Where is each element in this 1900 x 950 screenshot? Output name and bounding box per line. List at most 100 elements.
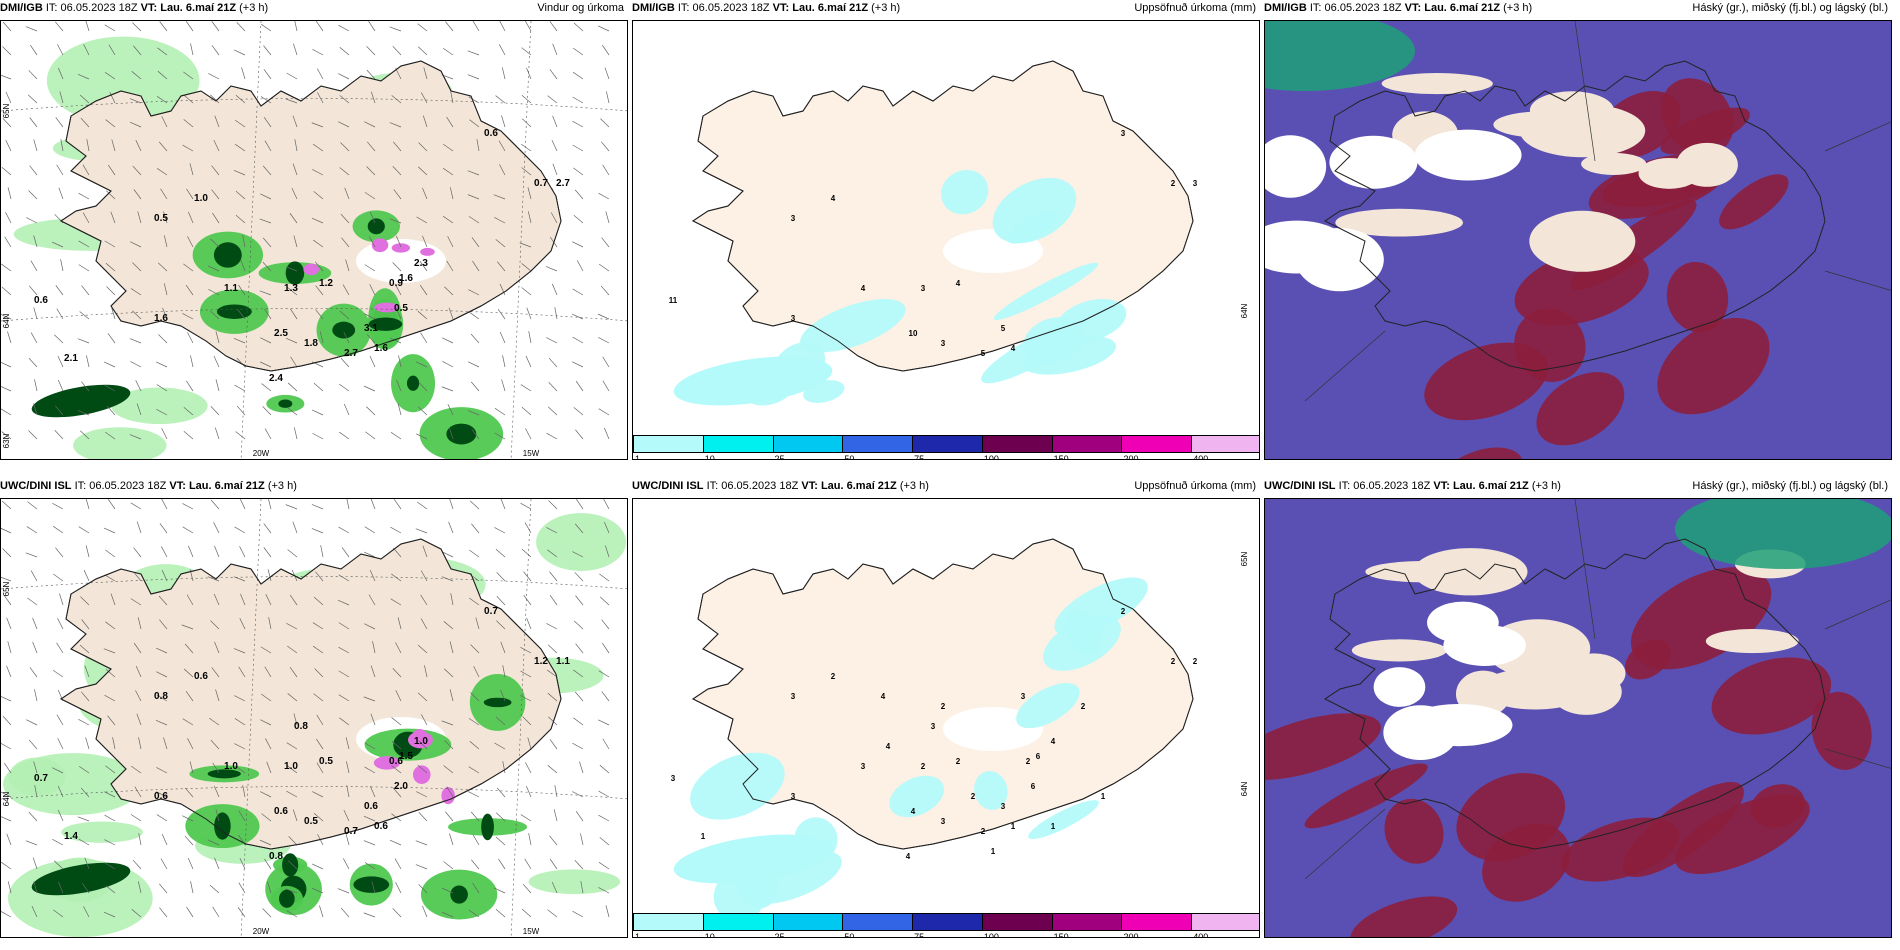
low-cloud-area (1350, 896, 1458, 937)
colorbar-tick: 10 (704, 932, 715, 938)
panel-wind-0: DMI/IGB IT: 06.05.2023 18Z VT: Lau. 6.ma… (0, 0, 628, 460)
value-label: 1.2 (534, 656, 548, 667)
value-label: 4 (1011, 344, 1016, 353)
low-cloud-area (1751, 784, 1805, 828)
value-label: 2.7 (344, 348, 358, 359)
grid-label: 15W (523, 449, 540, 458)
colorbar-tick: 10 (704, 454, 715, 460)
value-label: 1.6 (154, 313, 168, 324)
colorbar-tick: 200 (1123, 932, 1139, 938)
low-cloud-area (1719, 174, 1789, 230)
value-label: 3 (671, 774, 676, 783)
value-label: 2 (941, 702, 946, 711)
model-name: UWC/DINI ISL (1264, 480, 1336, 492)
lead-time: (+3 h) (239, 2, 269, 14)
low-cloud-area (1660, 107, 1750, 155)
value-label: 1.0 (224, 761, 238, 772)
colorbar-tick: 1 (635, 932, 641, 938)
grid-label: 64N (1240, 303, 1249, 318)
init-time: 06.05.2023 18Z (721, 480, 799, 492)
value-label: 2 (1171, 657, 1176, 666)
it-label: IT: (677, 2, 690, 14)
value-label: 1.2 (319, 278, 333, 289)
value-label: 2 (971, 792, 976, 801)
vt-label: VT: (801, 480, 818, 492)
value-label: 2.4 (269, 373, 283, 384)
value-label: 1.1 (224, 283, 238, 294)
grid-label: 64N (2, 791, 11, 806)
colorbar-tick: 75 (914, 454, 925, 460)
value-label: 1.4 (64, 831, 78, 842)
value-label: 3 (791, 314, 796, 323)
value-label: 2 (831, 672, 836, 681)
map-svg: 3 2 3 4 3 4 11 3 4 3 5 10 3 5 4 64N (633, 21, 1259, 459)
colorbar-tick: 150 (1053, 454, 1069, 460)
map-area: 0.6 0.7 2.7 1.0 0.5 1.1 0.6 1.3 1.2 1.6 3.1 2.5 1.8 2… (0, 20, 628, 460)
colorbar-tick: 400 (1193, 932, 1209, 938)
value-label: 1 (1011, 822, 1016, 831)
valid-time: Lau. 6.maí 21Z (1452, 480, 1529, 492)
colorbar-cell (772, 913, 844, 931)
value-label: 3 (1021, 692, 1026, 701)
value-label: 1 (701, 832, 706, 841)
value-label: 0.5 (304, 816, 318, 827)
value-label: 0.7 (344, 826, 358, 837)
map-svg: 0.6 0.7 2.7 1.0 0.5 1.1 0.6 1.3 1.2 1.6 3.1 2.5 1.8 2… (1, 21, 627, 459)
vt-label: VT: (772, 2, 790, 14)
value-label: 2 (1193, 657, 1198, 666)
value-label: 1.3 (284, 283, 298, 294)
value-label: 1 (1101, 792, 1106, 801)
map-area: 0.7 1.2 1.1 0.6 0.8 1.0 0.7 1.0 0.5 0.6 0.6 0.6 0.5 0… (0, 498, 628, 938)
value-label: 2.3 (414, 258, 428, 269)
value-label: 0.9 (389, 278, 403, 289)
value-label: 0.6 (389, 756, 403, 767)
value-label: 2 (1081, 702, 1086, 711)
value-label: 5 (1001, 324, 1006, 333)
value-label: 0.7 (534, 178, 548, 189)
value-label: 3 (1001, 802, 1006, 811)
value-label: 0.6 (34, 295, 48, 306)
value-label: 4 (831, 194, 836, 203)
colorbar-cell (1121, 913, 1193, 931)
value-label: 0.6 (274, 806, 288, 817)
lead-time: (+3 h) (871, 2, 901, 14)
value-label: 0.6 (364, 801, 378, 812)
lead-time: (+3 h) (1531, 480, 1561, 492)
model-name: UWC/DINI ISL (0, 480, 72, 492)
colorbar-cell (981, 435, 1053, 453)
low-cloud-area (1514, 308, 1586, 382)
valid-time: Lau. 6.maí 21Z (160, 2, 237, 14)
value-label: 6 (1031, 782, 1036, 791)
field-title: Háský (gr.), miðský (fj.bl.) og lágský (… (1692, 480, 1888, 492)
colorbar-tick: 200 (1123, 454, 1139, 460)
map-svg: 0.7 1.2 1.1 0.6 0.8 1.0 0.7 1.0 0.5 0.6 0.6 0.6 0.5 0… (1, 499, 627, 937)
grid-label: 15W (523, 927, 540, 936)
it-label: IT: (1309, 2, 1322, 14)
low-cloud-area (1625, 639, 1671, 680)
colorbar-cell (633, 435, 704, 453)
init-time: 06.05.2023 18Z (89, 480, 167, 492)
low-cloud-area (1514, 248, 1649, 326)
value-label: 2 (1026, 757, 1031, 766)
map-area (1264, 498, 1892, 938)
map-area (1264, 20, 1892, 460)
precip-colorbar: 1 10 25 50 75 100 150 200 400 (633, 913, 1259, 937)
colorbar-cell (1191, 435, 1259, 453)
value-label: 3 (1121, 129, 1126, 138)
panel-title: UWC/DINI ISL IT: 06.05.2023 18Z VT: Lau.… (1264, 480, 1892, 500)
value-label: 5 (981, 349, 986, 358)
panel-cloud-0: DMI/IGB IT: 06.05.2023 18Z VT: Lau. 6.ma… (1264, 0, 1892, 460)
it-label: IT: (706, 480, 719, 492)
vt-label: VT: (140, 2, 158, 14)
vt-label: VT: (1404, 2, 1422, 14)
panel-cloud-1: UWC/DINI ISL IT: 06.05.2023 18Z VT: Lau.… (1264, 478, 1892, 938)
low-cloud-area (1657, 317, 1770, 415)
value-label: 2.5 (274, 328, 288, 339)
it-label: IT: (45, 2, 58, 14)
low-cloud-area (1304, 763, 1428, 829)
valid-time: Lau. 6.maí 21Z (820, 480, 897, 492)
low-cloud-area (1666, 261, 1729, 333)
value-label: 4 (911, 807, 916, 816)
value-label: 2.7 (556, 178, 570, 189)
low-cloud-area (1536, 372, 1625, 446)
